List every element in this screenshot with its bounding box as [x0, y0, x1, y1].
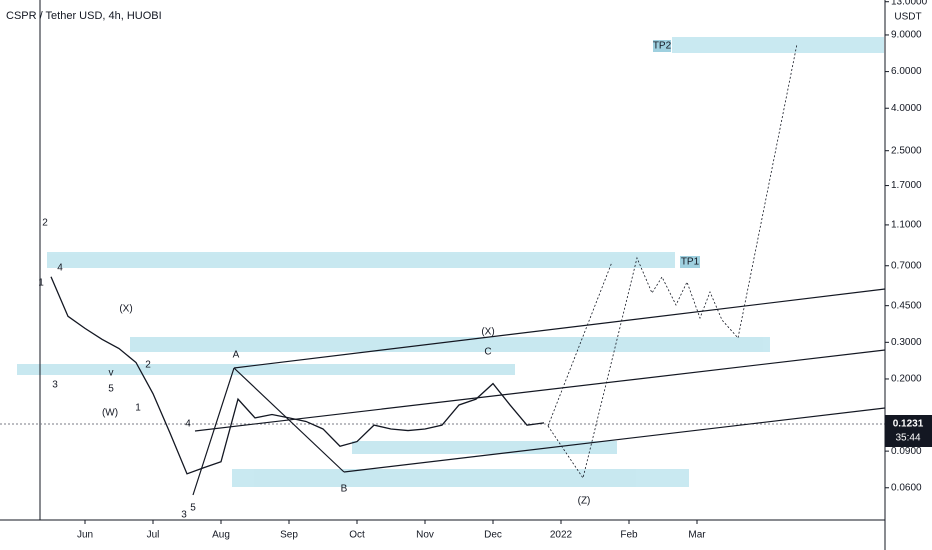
wave-label: (X): [119, 304, 132, 315]
wave-label: 5: [190, 503, 196, 514]
y-tick-label: 6.0000: [891, 66, 922, 77]
trendlines: [192, 288, 886, 496]
zone: [130, 337, 770, 352]
wave-label: 5: [108, 384, 114, 395]
x-tick-label: Sep: [280, 530, 298, 541]
projections: [547, 43, 798, 479]
wave-label: C: [484, 347, 491, 358]
zones: [17, 37, 884, 487]
projection: [547, 261, 613, 427]
countdown: 35:44: [895, 433, 920, 444]
tp-tag: [680, 256, 700, 268]
y-tick-label: 1.1000: [891, 220, 922, 231]
zone: [17, 364, 515, 375]
trendline: [194, 349, 886, 432]
trendline: [233, 288, 886, 369]
wave-label: B: [341, 484, 348, 495]
x-tick-label: Jun: [77, 530, 93, 541]
y-tick-label: 0.2000: [891, 374, 922, 385]
wave-label: TP1: [681, 257, 700, 268]
price-axis: [885, 0, 932, 550]
x-tick-label: Feb: [620, 530, 638, 541]
wave-label: (Z): [578, 496, 591, 507]
x-tick-label: Aug: [212, 530, 230, 541]
wave-label: 1: [38, 278, 44, 289]
wave-label: A: [233, 350, 240, 361]
last-price: 0.1231: [893, 419, 924, 430]
y-tick-label: 1.7000: [891, 180, 922, 191]
wave-label: 2: [145, 360, 151, 371]
chart-title: CSPR / Tether USD, 4h, HUOBI: [6, 10, 162, 22]
wave-label: 4: [57, 263, 63, 274]
x-tick-label: Jul: [147, 530, 160, 541]
y-tick-label: 2.5000: [891, 145, 922, 156]
zone: [672, 37, 884, 53]
y-tick-label: 9.0000: [891, 30, 922, 41]
trendline: [343, 407, 886, 473]
x-tick-label: Mar: [688, 530, 706, 541]
wave-label: TP2: [653, 41, 672, 52]
zone: [47, 252, 675, 268]
wave-label: (W): [102, 408, 118, 419]
wave-label: 3: [181, 510, 187, 521]
zone: [232, 469, 689, 487]
wave-label: 1: [135, 403, 141, 414]
y-tick-label: 13.0000: [891, 0, 928, 7]
x-tick-label: 2022: [550, 530, 573, 541]
price-tag: [885, 415, 932, 447]
y-tick-label: 0.0900: [891, 446, 922, 457]
axis-unit: USDT: [894, 12, 921, 23]
x-tick-label: Dec: [484, 530, 502, 541]
y-tick-label: 0.3000: [891, 337, 922, 348]
wave-label: 2: [42, 218, 48, 229]
x-tick-label: Nov: [416, 530, 434, 541]
x-tick-label: Oct: [349, 530, 365, 541]
y-tick-label: 0.7000: [891, 260, 922, 271]
wave-label: 3: [52, 380, 58, 391]
tp-tag: [653, 40, 671, 52]
y-tick-label: 0.0600: [891, 482, 922, 493]
trendline: [192, 367, 235, 496]
wave-label: 4: [185, 419, 191, 430]
wave-label: v: [109, 368, 114, 379]
price-line-series: [50, 276, 545, 475]
y-tick-label: 0.4500: [891, 300, 922, 311]
zone: [352, 441, 617, 454]
y-tick-label: 4.0000: [891, 103, 922, 114]
wave-label: (X): [481, 327, 494, 338]
